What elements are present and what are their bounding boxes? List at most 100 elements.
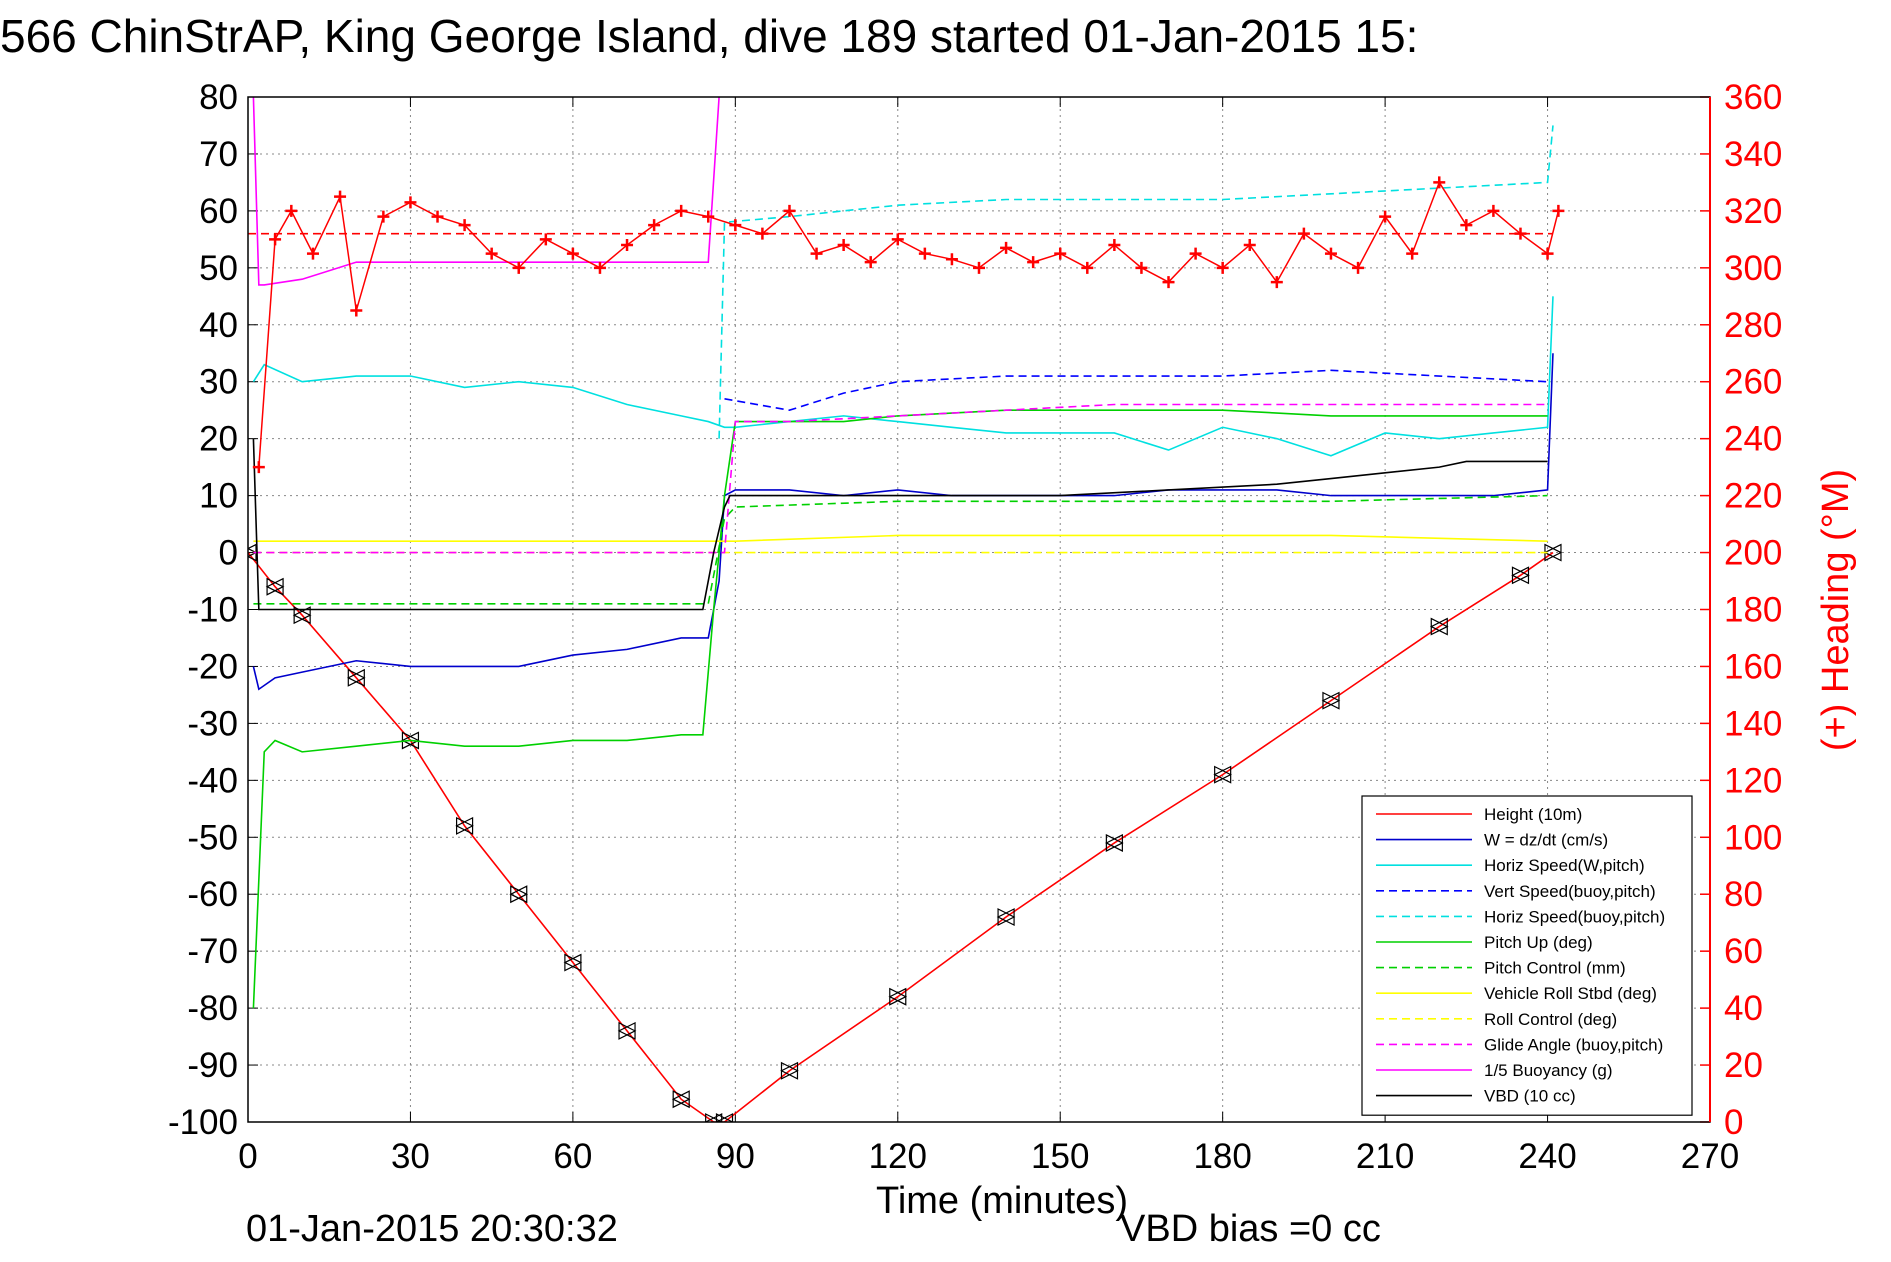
legend-entry: Vehicle Roll Stbd (deg) — [1484, 984, 1657, 1003]
height-marker — [265, 577, 285, 596]
right-y-tick-label: 160 — [1724, 647, 1782, 686]
right-y-tick-label: 0 — [1724, 1103, 1743, 1142]
series-glide-angle-buoy-pitch — [253, 403, 1548, 554]
series-layer — [248, 97, 1565, 1122]
series-line — [248, 551, 1554, 1122]
series-heading — [252, 176, 1565, 474]
x-tick-label: 60 — [553, 1137, 592, 1176]
right-y-axis-label: (+) Heading (°M) — [1815, 469, 1857, 751]
vbd-bias-label: VBD bias =0 cc — [1120, 1208, 1381, 1250]
x-axis-label: Time (minutes) — [876, 1180, 1128, 1222]
right-y-tick-label: 320 — [1724, 192, 1782, 231]
right-y-tick-label: 60 — [1724, 932, 1763, 971]
series-horiz-speed-w-pitch — [252, 296, 1554, 457]
height-marker — [617, 1021, 637, 1040]
series-line — [253, 534, 1548, 542]
y-tick-label: 50 — [199, 249, 238, 288]
y-tick-label: 70 — [199, 135, 238, 174]
y-tick-label: -80 — [187, 989, 238, 1028]
x-tick-labels: 0 30 60 90 120 150 180 210 240 270 — [238, 1137, 1739, 1176]
height-marker — [1511, 566, 1530, 585]
series-line — [253, 403, 1548, 554]
y-tick-label: -50 — [187, 818, 238, 857]
height-marker — [1429, 617, 1449, 636]
y-tick-label: 0 — [219, 534, 238, 573]
series-line — [253, 494, 1548, 605]
y-tick-label: -60 — [187, 875, 238, 914]
y-tick-label: 60 — [199, 192, 238, 231]
right-y-tick-label: 180 — [1724, 591, 1782, 630]
y-tick-label: -10 — [187, 591, 238, 630]
legend-entry: Glide Angle (buoy,pitch) — [1484, 1035, 1663, 1054]
height-marker — [455, 816, 474, 835]
series-1-5-buoyancy-g — [252, 97, 720, 286]
right-y-tick-label: 140 — [1724, 704, 1782, 743]
right-y-tick-labels: 3603403203002802602402202001801601401201… — [1724, 78, 1782, 1142]
x-tick-label: 150 — [1031, 1137, 1089, 1176]
x-tick-label: 240 — [1518, 1137, 1576, 1176]
y-tick-label: -40 — [187, 761, 238, 800]
x-tick-label: 0 — [238, 1137, 257, 1176]
height-marker — [1321, 691, 1341, 710]
right-y-tick-label: 200 — [1724, 534, 1782, 573]
series-pitch-control-mm — [253, 494, 1548, 605]
y-tick-label: -90 — [187, 1046, 238, 1085]
y-tick-label: 80 — [199, 78, 238, 117]
right-y-tick-label: 360 — [1724, 78, 1782, 117]
height-marker — [671, 1090, 691, 1109]
right-y-tick-label: 240 — [1724, 420, 1782, 459]
right-y-tick-label: 100 — [1724, 818, 1782, 857]
series-vehicle-roll-stbd-deg — [253, 534, 1548, 542]
legend-entry: Horiz Speed(W,pitch) — [1484, 856, 1645, 875]
y-tick-label: 40 — [199, 306, 238, 345]
legend-entry: Height (10m) — [1484, 805, 1582, 824]
height-marker — [1213, 765, 1233, 784]
chart-title: 566 ChinStrAP, King George Island, dive … — [0, 10, 1419, 62]
right-y-tick-label: 280 — [1724, 306, 1782, 345]
y-tick-label: -30 — [187, 704, 238, 743]
height-marker — [715, 1113, 734, 1122]
x-tick-label: 270 — [1681, 1137, 1739, 1176]
height-marker — [401, 731, 420, 750]
y-tick-label: 30 — [199, 363, 238, 402]
timestamp-label: 01-Jan-2015 20:30:32 — [246, 1208, 618, 1250]
y-tick-label: 10 — [199, 477, 238, 516]
right-y-tick-label: 40 — [1724, 989, 1763, 1028]
legend-entry: Vert Speed(buoy,pitch) — [1484, 882, 1656, 901]
x-tick-label: 30 — [391, 1137, 430, 1176]
legend-entry: Pitch Control (mm) — [1484, 959, 1626, 978]
legend-entry: Pitch Up (deg) — [1484, 933, 1593, 952]
series-line — [252, 296, 1554, 457]
series-line — [252, 409, 1548, 1009]
series-line — [724, 369, 1548, 412]
heading-point — [1552, 204, 1565, 217]
legend-entry: Horiz Speed(buoy,pitch) — [1484, 907, 1665, 926]
height-marker — [509, 885, 529, 904]
legend: Height (10m) W = dz/dt (cm/s) Horiz Speed(… — [1361, 795, 1693, 1116]
right-y-tick-label: 300 — [1724, 249, 1782, 288]
x-tick-label: 210 — [1356, 1137, 1414, 1176]
legend-box — [1361, 795, 1693, 1116]
series-line — [252, 353, 1554, 691]
series-line — [252, 97, 720, 286]
legend-entry: Roll Control (deg) — [1484, 1010, 1617, 1029]
legend-entry: W = dz/dt (cm/s) — [1484, 831, 1608, 850]
y-tick-labels: 80 70 60 50 40 30 20 10 0 -10 -20 -30 -40 -50 -60 -70 -8… — [168, 78, 238, 1142]
series-line — [252, 438, 1548, 611]
series-horiz-speed-buoy-pitch — [718, 125, 1554, 439]
y-tick-label: -70 — [187, 932, 238, 971]
height-marker — [1105, 834, 1124, 852]
right-y-tick-label: 260 — [1724, 363, 1782, 402]
legend-entry: VBD (10 cc) — [1484, 1087, 1576, 1106]
height-marker — [780, 1061, 799, 1080]
height-marker — [346, 668, 366, 687]
x-tick-label: 120 — [869, 1137, 927, 1176]
series-w-dz-dt-cm-s — [252, 353, 1554, 691]
legend-entry: 1/5 Buoyancy (g) — [1484, 1061, 1613, 1080]
right-y-tick-label: 340 — [1724, 135, 1782, 174]
right-y-tick-label: 80 — [1724, 875, 1763, 914]
height-marker — [888, 987, 908, 1006]
height-marker — [563, 953, 583, 972]
y-tick-label: -100 — [168, 1103, 238, 1142]
